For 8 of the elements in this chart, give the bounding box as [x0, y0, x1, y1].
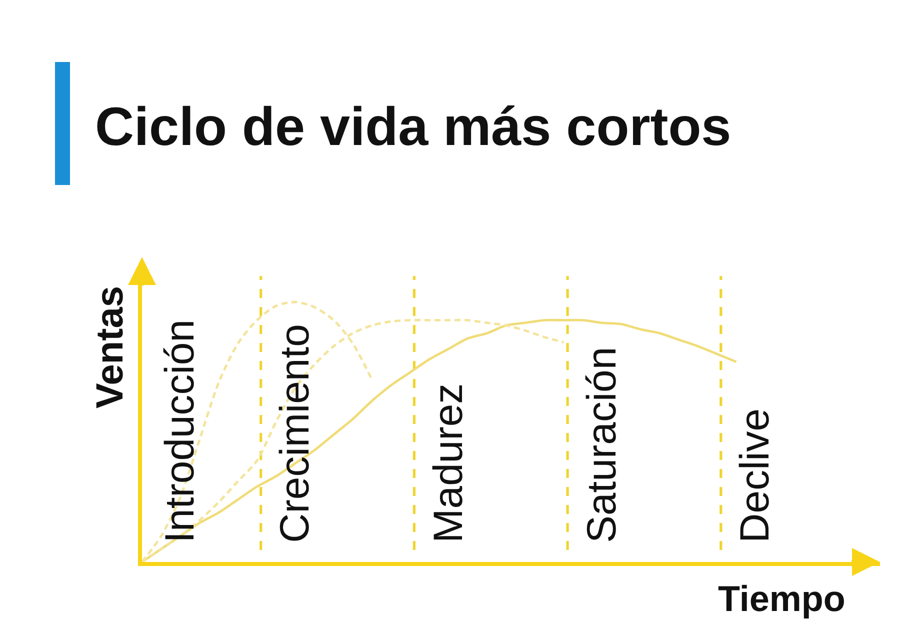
x-tick-label: Declive	[732, 408, 778, 543]
x-tick-label: Introducción	[156, 319, 203, 543]
x-tick-label: Madurez	[425, 383, 472, 543]
chart-title: Ciclo de vida más cortos	[95, 96, 732, 157]
x-tick-label: Crecimiento	[272, 324, 318, 543]
x-tick-label: Saturación	[578, 346, 624, 543]
y-axis-title: Ventas	[90, 286, 132, 408]
x-axis-title: Tiempo	[718, 578, 846, 619]
